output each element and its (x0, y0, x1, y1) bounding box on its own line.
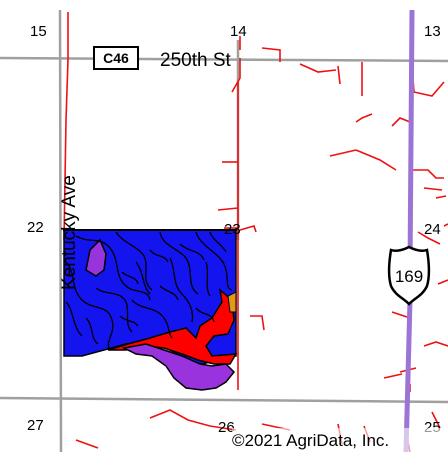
field-border (63, 229, 237, 231)
section-label: 13 (424, 23, 441, 40)
section-label: 26 (218, 419, 235, 436)
us-169-shield-icon: 169 (387, 245, 431, 306)
road-west-section-line (58, 9, 63, 452)
section-label: 27 (27, 417, 44, 434)
soil-orange (227, 291, 237, 313)
soil-purple-north (85, 238, 107, 277)
section-label: 24 (424, 221, 441, 238)
section-numbers: 15 14 13 22 23 24 27 26 25 (27, 23, 441, 436)
section-label: 15 (30, 23, 47, 40)
soil-map-field (63, 229, 238, 391)
copyright-credit: ©2021 AgriData, Inc. (232, 431, 389, 450)
us-169-highway (403, 9, 415, 452)
soil-purple-south (121, 343, 236, 391)
street-label-250th: 250th St (160, 50, 231, 71)
county-route-label: C46 (103, 50, 129, 66)
section-label: 14 (230, 23, 247, 40)
road-250th-st (0, 56, 448, 63)
us-highway-label: 169 (395, 267, 423, 286)
road-south-boundary (0, 396, 448, 404)
avenue-label-kentucky: Kentucky Ave (59, 175, 80, 290)
section-label: 22 (27, 219, 44, 236)
county-route-badge: C46 (93, 46, 139, 70)
section-label: 23 (224, 221, 241, 238)
